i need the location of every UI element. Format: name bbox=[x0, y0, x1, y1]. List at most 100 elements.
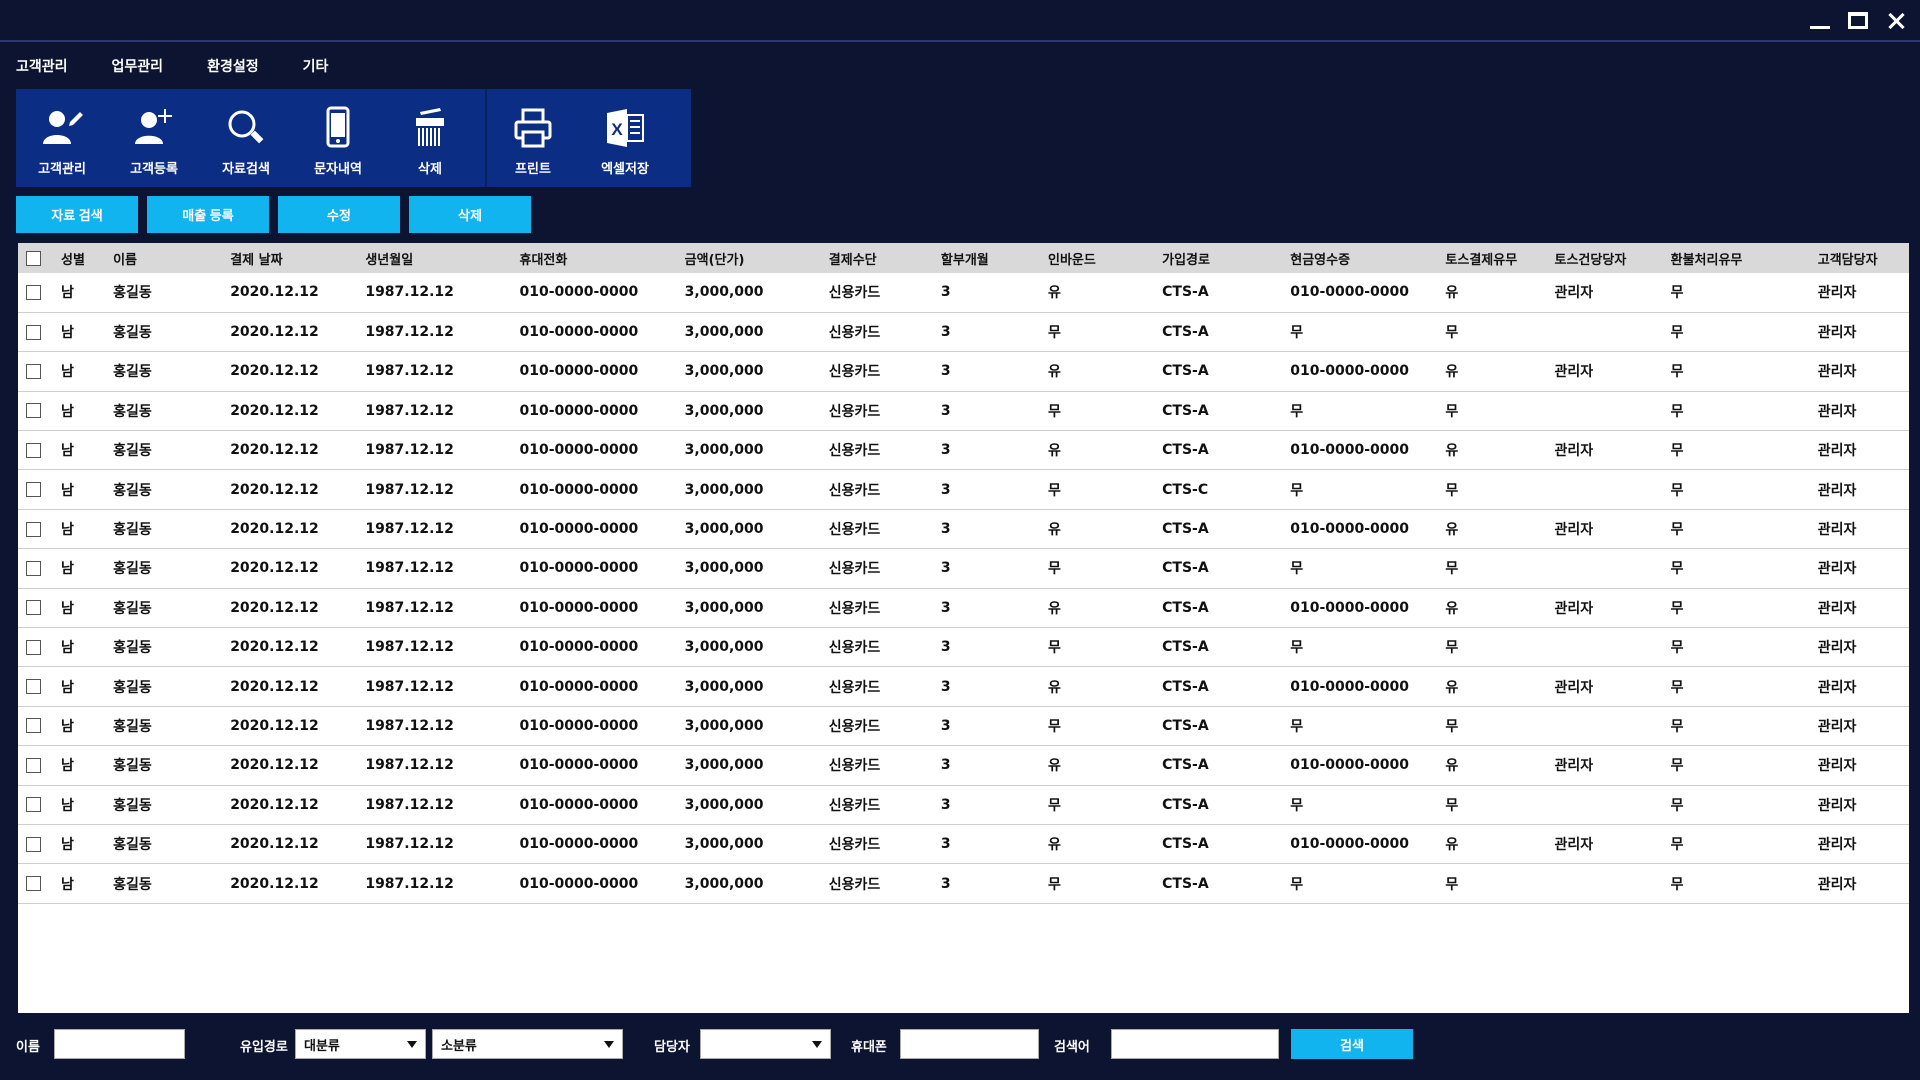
row-checkbox[interactable] bbox=[26, 442, 41, 458]
table-cell bbox=[1555, 312, 1671, 351]
message-history-button[interactable]: 문자내역 bbox=[292, 89, 384, 187]
table-cell: 010-0000-0000 bbox=[1290, 599, 1410, 616]
table-row[interactable]: 남 홍길동 2020.12.12 1987.12.12 010-0000-0000 3,0… bbox=[18, 824, 1909, 864]
table-cell: 유 bbox=[1048, 443, 1061, 460]
col-header[interactable]: 토스건당당자 bbox=[1554, 252, 1627, 268]
table-cell: 홍길동 bbox=[113, 482, 152, 499]
table-cell: 3,000,000 bbox=[684, 284, 764, 301]
row-checkbox[interactable] bbox=[26, 679, 41, 695]
table-row[interactable]: 남 홍길동 2020.12.12 1987.12.12 010-0000-0000 3,0… bbox=[18, 431, 1909, 470]
manager-select[interactable] bbox=[700, 1029, 831, 1059]
menu-settings[interactable]: 환경설정 bbox=[207, 59, 259, 75]
col-header[interactable]: 이름 bbox=[113, 252, 137, 268]
table-cell: 3,000,000 bbox=[684, 639, 764, 656]
excel-save-button[interactable]: X 엑셀저장 bbox=[579, 89, 671, 187]
table-row[interactable]: 남 홍길동 2020.12.12 1987.12.12 010-0000-0000 3,0… bbox=[18, 273, 1909, 313]
customer-manage-button[interactable]: 고객관리 bbox=[16, 89, 108, 187]
route-minor-select[interactable]: 소분류 bbox=[432, 1029, 623, 1059]
edit-button[interactable]: 수정 bbox=[278, 196, 400, 233]
delete-tool-button[interactable]: 삭제 bbox=[384, 89, 476, 187]
delete-button[interactable]: 삭제 bbox=[409, 196, 531, 233]
table-row[interactable]: 남 홍길동 2020.12.12 1987.12.12 010-0000-0000 3,0… bbox=[18, 391, 1909, 431]
row-checkbox[interactable] bbox=[26, 836, 41, 852]
table-cell: 3 bbox=[940, 796, 951, 813]
row-checkbox[interactable] bbox=[26, 718, 41, 734]
menu-customer[interactable]: 고객관리 bbox=[16, 59, 68, 75]
row-checkbox[interactable] bbox=[26, 363, 41, 379]
table-cell: 2020.12.12 bbox=[230, 717, 319, 734]
search-button[interactable]: 검색 bbox=[1291, 1029, 1413, 1059]
col-header[interactable]: 결제수단 bbox=[828, 252, 877, 268]
table-cell: 신용카드 bbox=[828, 325, 881, 342]
table-row[interactable]: 남 홍길동 2020.12.12 1987.12.12 010-0000-0000 3,0… bbox=[18, 628, 1909, 667]
table-cell: CTS-A bbox=[1162, 599, 1209, 616]
table-row[interactable]: 남 홍길동 2020.12.12 1987.12.12 010-0000-0000 3,0… bbox=[18, 785, 1909, 825]
table-row[interactable]: 남 홍길동 2020.12.12 1987.12.12 010-0000-0000 3,0… bbox=[18, 509, 1909, 549]
table-cell: CTS-A bbox=[1162, 678, 1209, 695]
table-cell: CTS-C bbox=[1162, 481, 1209, 498]
name-input[interactable] bbox=[54, 1029, 185, 1059]
data-search-button[interactable]: 자료검색 bbox=[200, 89, 292, 187]
table-cell: 010-0000-0000 bbox=[519, 678, 639, 695]
row-select-cell bbox=[18, 746, 61, 785]
row-select-cell bbox=[18, 667, 61, 706]
col-header[interactable]: 가입경로 bbox=[1162, 252, 1210, 268]
table-cell: 관리자 bbox=[1817, 797, 1857, 814]
row-checkbox[interactable] bbox=[26, 403, 41, 419]
table-cell: 3,000,000 bbox=[684, 796, 764, 813]
table-row[interactable]: 남 홍길동 2020.12.12 1987.12.12 010-0000-0000 3,0… bbox=[18, 746, 1909, 786]
table-cell: CTS-A bbox=[1162, 363, 1209, 380]
customer-register-button[interactable]: 고객등록 bbox=[108, 89, 200, 187]
table-cell: 1987.12.12 bbox=[365, 481, 454, 498]
keyword-input[interactable] bbox=[1111, 1029, 1279, 1059]
menu-business[interactable]: 업무관리 bbox=[111, 59, 164, 75]
col-header[interactable]: 성별 bbox=[61, 252, 85, 268]
table-cell: 3 bbox=[940, 560, 951, 577]
row-checkbox[interactable] bbox=[26, 600, 41, 616]
row-select-cell bbox=[18, 470, 61, 509]
row-checkbox[interactable] bbox=[26, 482, 41, 498]
table-row[interactable]: 남 홍길동 2020.12.12 1987.12.12 010-0000-0000 3,0… bbox=[18, 352, 1909, 392]
table-row[interactable]: 남 홍길동 2020.12.12 1987.12.12 010-0000-0000 3,0… bbox=[18, 588, 1909, 628]
menu-etc[interactable]: 기타 bbox=[302, 59, 329, 75]
col-header[interactable]: 토스결제유무 bbox=[1445, 252, 1518, 268]
col-header[interactable]: 휴대전화 bbox=[519, 252, 568, 268]
col-header[interactable]: 고객담당자 bbox=[1817, 252, 1878, 268]
row-checkbox[interactable] bbox=[26, 757, 41, 773]
col-header[interactable]: 금액(단가) bbox=[684, 252, 745, 268]
col-header[interactable]: 환불처리유무 bbox=[1670, 252, 1743, 268]
row-checkbox[interactable] bbox=[26, 797, 41, 813]
close-icon[interactable] bbox=[1884, 10, 1908, 32]
row-checkbox[interactable] bbox=[26, 284, 41, 300]
row-checkbox[interactable] bbox=[26, 876, 41, 892]
table-cell: 010-0000-0000 bbox=[519, 284, 639, 301]
table-row[interactable]: 남 홍길동 2020.12.12 1987.12.12 010-0000-0000 3,0… bbox=[18, 864, 1909, 904]
col-header[interactable]: 생년월일 bbox=[365, 252, 414, 268]
row-checkbox[interactable] bbox=[26, 521, 41, 537]
col-header[interactable]: 인바운드 bbox=[1048, 252, 1096, 268]
route-major-select[interactable]: 대분류 bbox=[295, 1029, 426, 1059]
row-checkbox[interactable] bbox=[26, 560, 41, 576]
table-cell: 유 bbox=[1048, 364, 1061, 381]
table-row[interactable]: 남 홍길동 2020.12.12 1987.12.12 010-0000-0000 3,0… bbox=[18, 312, 1909, 352]
phone-input[interactable] bbox=[900, 1029, 1039, 1059]
table-cell: 남 bbox=[61, 718, 74, 735]
table-row[interactable]: 남 홍길동 2020.12.12 1987.12.12 010-0000-0000 3,0… bbox=[18, 706, 1909, 746]
print-button[interactable]: 프린트 bbox=[487, 89, 579, 187]
table-cell: 3,000,000 bbox=[684, 442, 764, 459]
col-header[interactable]: 결제 날짜 bbox=[230, 252, 283, 268]
table-cell: 3,000,000 bbox=[684, 521, 764, 538]
maximize-icon[interactable] bbox=[1846, 10, 1870, 32]
row-checkbox[interactable] bbox=[26, 639, 41, 655]
search-data-button[interactable]: 자료 검색 bbox=[16, 196, 138, 233]
table-row[interactable]: 남 홍길동 2020.12.12 1987.12.12 010-0000-0000 3,0… bbox=[18, 470, 1909, 510]
row-checkbox[interactable] bbox=[26, 324, 41, 340]
select-all-checkbox[interactable] bbox=[26, 250, 41, 266]
table-row[interactable]: 남 홍길동 2020.12.12 1987.12.12 010-0000-0000 3,0… bbox=[18, 667, 1909, 707]
col-header[interactable]: 현금영수증 bbox=[1290, 252, 1351, 268]
table-cell: 3 bbox=[940, 521, 951, 538]
col-header[interactable]: 할부개월 bbox=[940, 252, 989, 268]
minimize-icon[interactable] bbox=[1808, 10, 1832, 32]
sales-register-button[interactable]: 매출 등록 bbox=[147, 196, 269, 233]
table-row[interactable]: 남 홍길동 2020.12.12 1987.12.12 010-0000-0000 3,0… bbox=[18, 549, 1909, 589]
